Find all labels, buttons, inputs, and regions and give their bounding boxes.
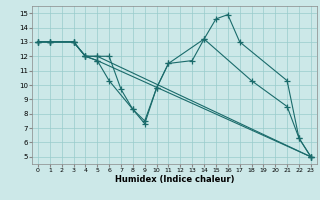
X-axis label: Humidex (Indice chaleur): Humidex (Indice chaleur) [115, 175, 234, 184]
